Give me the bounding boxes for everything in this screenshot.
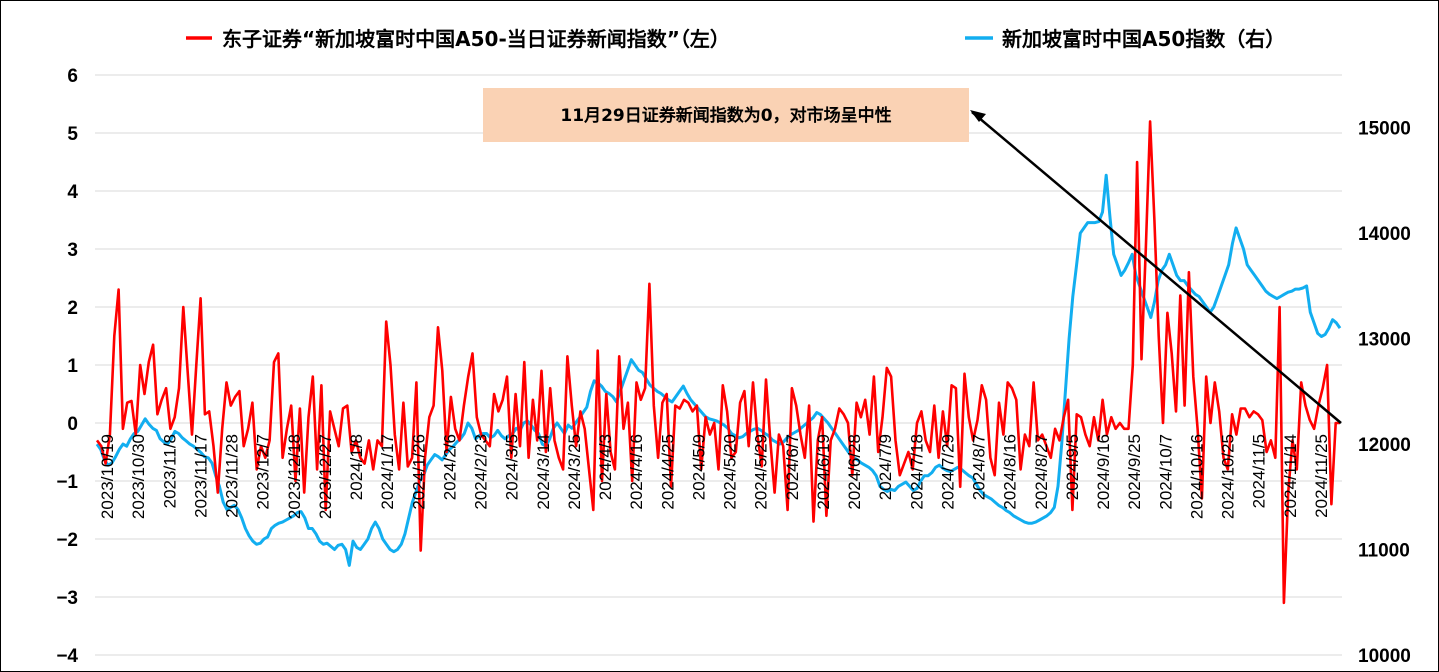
x-tick-label: 2024/4/3 <box>596 434 615 500</box>
annotation-text: 11月29日证券新闻指数为0，对市场呈中性 <box>560 105 891 126</box>
x-tick-label: 2024/2/6 <box>440 434 459 500</box>
x-tick-label: 2024/4/16 <box>627 434 646 510</box>
right-tick-label: 15000 <box>1358 119 1411 140</box>
x-tick-label: 2024/10/16 <box>1188 434 1207 519</box>
series-line-news-index <box>95 120 1340 605</box>
right-tick-label: 11000 <box>1358 541 1410 562</box>
x-tick-label: 2023/10/30 <box>129 434 148 519</box>
right-tick-label: 12000 <box>1358 435 1411 456</box>
annotation-box <box>483 88 969 142</box>
left-axis-ticks: −4 −3 −2 −1 0 1 2 3 4 5 6 <box>56 66 78 667</box>
legend-label-red-series: 东子证券“新加坡富时中国A50-当日证券新闻指数”（左） <box>222 27 730 51</box>
right-axis-ticks: 10000 11000 12000 13000 14000 15000 <box>1358 119 1411 667</box>
x-tick-label: 2023/12/27 <box>316 434 335 519</box>
annotation-arrow-head <box>970 110 986 122</box>
x-tick-label: 2024/1/17 <box>378 434 397 510</box>
left-tick-label: −1 <box>56 472 78 493</box>
x-tick-label: 2024/9/5 <box>1063 434 1082 500</box>
right-tick-label: 14000 <box>1358 224 1411 245</box>
left-tick-label: 4 <box>67 182 78 203</box>
x-tick-label: 2024/11/5 <box>1250 434 1269 508</box>
x-axis-tick-labels: 2023/10/19 2023/10/30 2023/11/8 2023/11/17 2… <box>98 434 1331 519</box>
x-tick-label: 2024/10/7 <box>1156 434 1175 510</box>
x-tick-label: 2024/5/20 <box>721 434 740 510</box>
left-tick-label: −2 <box>56 530 78 551</box>
right-tick-label: 10000 <box>1358 646 1411 667</box>
series-layer <box>95 120 1342 605</box>
legend-label-blue-series: 新加坡富时中国A50指数（右） <box>1002 27 1285 51</box>
x-tick-label: 2024/9/25 <box>1125 434 1144 510</box>
x-tick-label: 2024/8/7 <box>970 434 989 500</box>
left-tick-label: 1 <box>67 356 78 377</box>
x-tick-label: 2024/8/27 <box>1032 434 1051 510</box>
left-tick-label: −3 <box>56 588 78 609</box>
x-tick-label: 2024/7/18 <box>907 434 926 510</box>
x-tick-label: 2024/2/23 <box>472 434 491 510</box>
x-tick-label: 2024/7/29 <box>939 434 958 510</box>
x-tick-label: 2023/11/17 <box>191 434 210 518</box>
left-tick-label: 0 <box>67 414 78 435</box>
x-tick-label: 2024/6/7 <box>783 434 802 500</box>
x-tick-label: 2024/11/25 <box>1312 434 1331 518</box>
left-tick-label: 2 <box>67 298 78 319</box>
x-tick-label: 2024/1/26 <box>409 434 428 510</box>
x-tick-label: 2023/10/19 <box>98 434 117 519</box>
x-tick-label: 2024/8/16 <box>1001 434 1020 510</box>
x-tick-label: 2024/3/25 <box>565 434 584 510</box>
x-tick-label: 2024/5/9 <box>689 434 708 500</box>
x-tick-label: 2023/11/28 <box>223 434 242 518</box>
left-tick-label: 6 <box>67 66 78 87</box>
left-tick-label: 3 <box>67 240 78 261</box>
x-tick-label: 2024/6/19 <box>814 434 833 510</box>
x-tick-label: 2023/12/7 <box>254 434 273 510</box>
x-tick-label: 2024/10/25 <box>1219 434 1238 519</box>
annotation-arrow-line <box>971 111 1342 424</box>
x-tick-label: 2024/3/14 <box>534 434 553 510</box>
x-tick-label: 2023/11/8 <box>160 434 179 508</box>
x-tick-label: 2023/12/18 <box>285 434 304 519</box>
x-tick-label: 2024/11/14 <box>1281 434 1300 518</box>
legend: 东子证券“新加坡富时中国A50-当日证券新闻指数”（左） 新加坡富时中国A50指… <box>186 27 1285 51</box>
x-tick-label: 2024/1/8 <box>347 434 366 500</box>
x-tick-label: 2024/3/5 <box>503 434 522 500</box>
series-line-a50-index <box>95 173 1342 567</box>
left-tick-label: −4 <box>56 646 78 667</box>
x-tick-label: 2024/4/25 <box>658 434 677 510</box>
left-tick-label: 5 <box>67 124 78 145</box>
x-tick-label: 2024/6/28 <box>845 434 864 510</box>
x-tick-label: 2024/9/16 <box>1094 434 1113 510</box>
x-tick-label: 2024/7/9 <box>876 434 895 500</box>
x-tick-label: 2024/5/29 <box>752 434 771 510</box>
annotation: 11月29日证券新闻指数为0，对市场呈中性 <box>483 88 1342 424</box>
right-tick-label: 13000 <box>1358 330 1411 351</box>
